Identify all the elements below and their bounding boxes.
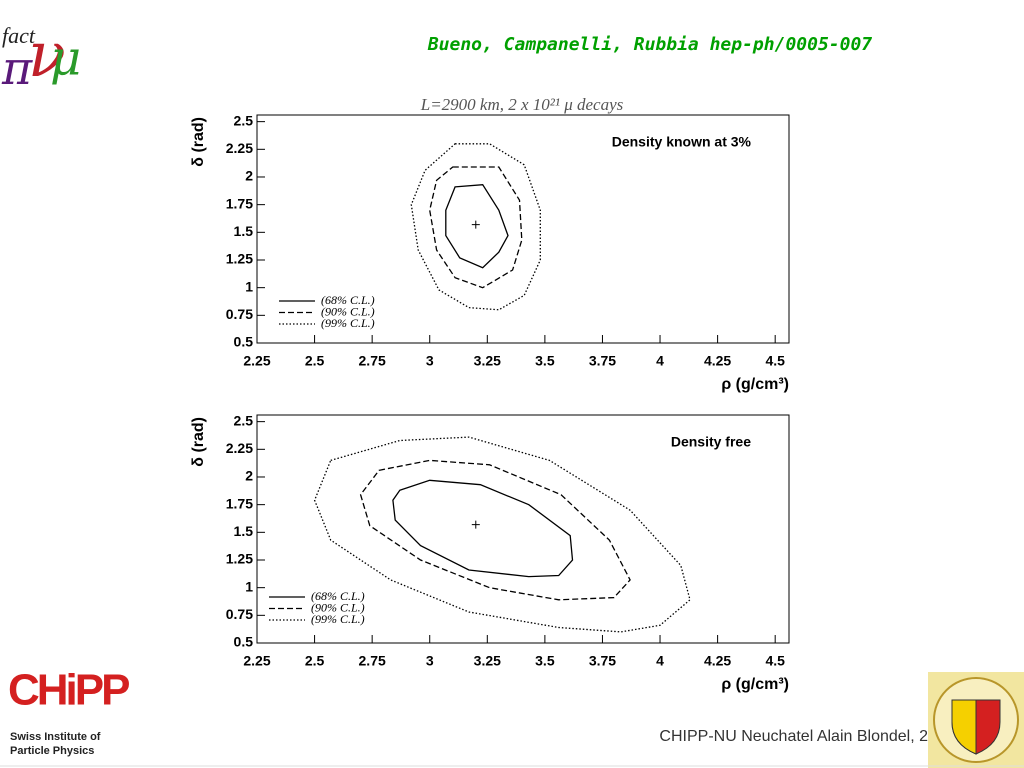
footer: CHIPP-NU Neuchatel Alain Blondel, 2 bbox=[659, 728, 928, 745]
contour bbox=[410, 143, 541, 311]
x-tick-label: 3 bbox=[426, 653, 434, 669]
x-tick-label: 2.25 bbox=[243, 653, 270, 669]
x-tick-label: 4 bbox=[656, 653, 664, 669]
legend-label: (90% C.L.) bbox=[321, 304, 375, 318]
x-tick-label: 2.5 bbox=[305, 353, 325, 369]
annotation: Density known at 3% bbox=[612, 134, 752, 150]
x-tick-label: 2.25 bbox=[243, 353, 270, 369]
contour bbox=[392, 479, 574, 578]
chart-title: L=2900 km, 2 x 10²¹ μ decays bbox=[420, 95, 624, 114]
x-tick-label: 3.25 bbox=[474, 653, 501, 669]
y-tick-label: 1.75 bbox=[226, 495, 253, 511]
x-tick-label: 3.75 bbox=[589, 353, 616, 369]
best-fit-marker bbox=[471, 220, 480, 229]
annotation: Density free bbox=[671, 434, 751, 450]
seal-shield-half bbox=[951, 699, 977, 755]
y-tick-label: 1.5 bbox=[234, 523, 254, 539]
y-tick-label: 1.25 bbox=[226, 551, 253, 567]
logo-pi: π bbox=[1, 41, 33, 95]
legend-label: (99% C.L.) bbox=[321, 316, 375, 330]
logo-chipp-line: Particle Physics bbox=[10, 745, 94, 757]
logo-mu: μ bbox=[50, 31, 81, 87]
plot-frame bbox=[256, 114, 790, 344]
contour bbox=[313, 436, 691, 633]
best-fit-marker bbox=[471, 520, 480, 529]
y-tick-label: 1 bbox=[245, 278, 253, 294]
x-tick-label: 4.5 bbox=[765, 353, 785, 369]
y-tick-label: 2 bbox=[245, 468, 253, 484]
y-axis-label: δ (rad) bbox=[190, 117, 207, 167]
x-tick-label: 2.75 bbox=[359, 353, 386, 369]
y-tick-label: 0.5 bbox=[234, 334, 254, 350]
y-tick-label: 0.5 bbox=[234, 634, 254, 650]
y-tick-label: 1 bbox=[245, 578, 253, 594]
y-tick-label: 2.5 bbox=[234, 112, 254, 128]
citation: Bueno, Campanelli, Rubbia hep-ph/0005-00… bbox=[427, 34, 872, 55]
x-tick-label: 4.25 bbox=[704, 353, 731, 369]
y-tick-label: 2.25 bbox=[226, 440, 253, 456]
y-tick-label: 1.25 bbox=[226, 251, 253, 267]
y-tick-label: 2.5 bbox=[234, 412, 254, 428]
y-tick-label: 0.75 bbox=[226, 306, 253, 322]
x-tick-label: 2.75 bbox=[359, 653, 386, 669]
x-tick-label: 4.5 bbox=[765, 653, 785, 669]
logo-chipp-line: Swiss Institute of bbox=[10, 731, 101, 743]
x-tick-label: 3.5 bbox=[535, 353, 555, 369]
y-tick-label: 1.5 bbox=[234, 223, 254, 239]
y-tick-label: 1.75 bbox=[226, 195, 253, 211]
x-tick-label: 3.25 bbox=[474, 353, 501, 369]
x-tick-label: 4.25 bbox=[704, 653, 731, 669]
y-tick-label: 0.75 bbox=[226, 606, 253, 622]
x-tick-label: 2.5 bbox=[305, 653, 325, 669]
legend-label: (99% C.L.) bbox=[311, 612, 365, 626]
x-axis-label: ρ (g/cm³) bbox=[721, 376, 789, 393]
y-tick-label: 2.25 bbox=[226, 140, 253, 156]
x-tick-label: 4 bbox=[656, 353, 664, 369]
logo-fact: fact bbox=[2, 23, 36, 48]
legend-label: (68% C.L.) bbox=[321, 293, 375, 307]
legend-label: (90% C.L.) bbox=[311, 600, 365, 614]
y-axis-label: δ (rad) bbox=[190, 417, 207, 467]
x-tick-label: 3.5 bbox=[535, 653, 555, 669]
x-tick-label: 3.75 bbox=[589, 653, 616, 669]
contour bbox=[359, 459, 631, 601]
legend-label: (68% C.L.) bbox=[311, 589, 365, 603]
contour bbox=[445, 184, 509, 269]
x-tick-label: 3 bbox=[426, 353, 434, 369]
logo-nu: ν bbox=[28, 18, 66, 91]
y-tick-label: 2 bbox=[245, 168, 253, 184]
plot-frame bbox=[256, 414, 790, 644]
logo-chipp: CHiPP bbox=[8, 666, 129, 715]
x-axis-label: ρ (g/cm³) bbox=[721, 676, 789, 693]
contour bbox=[429, 166, 523, 289]
